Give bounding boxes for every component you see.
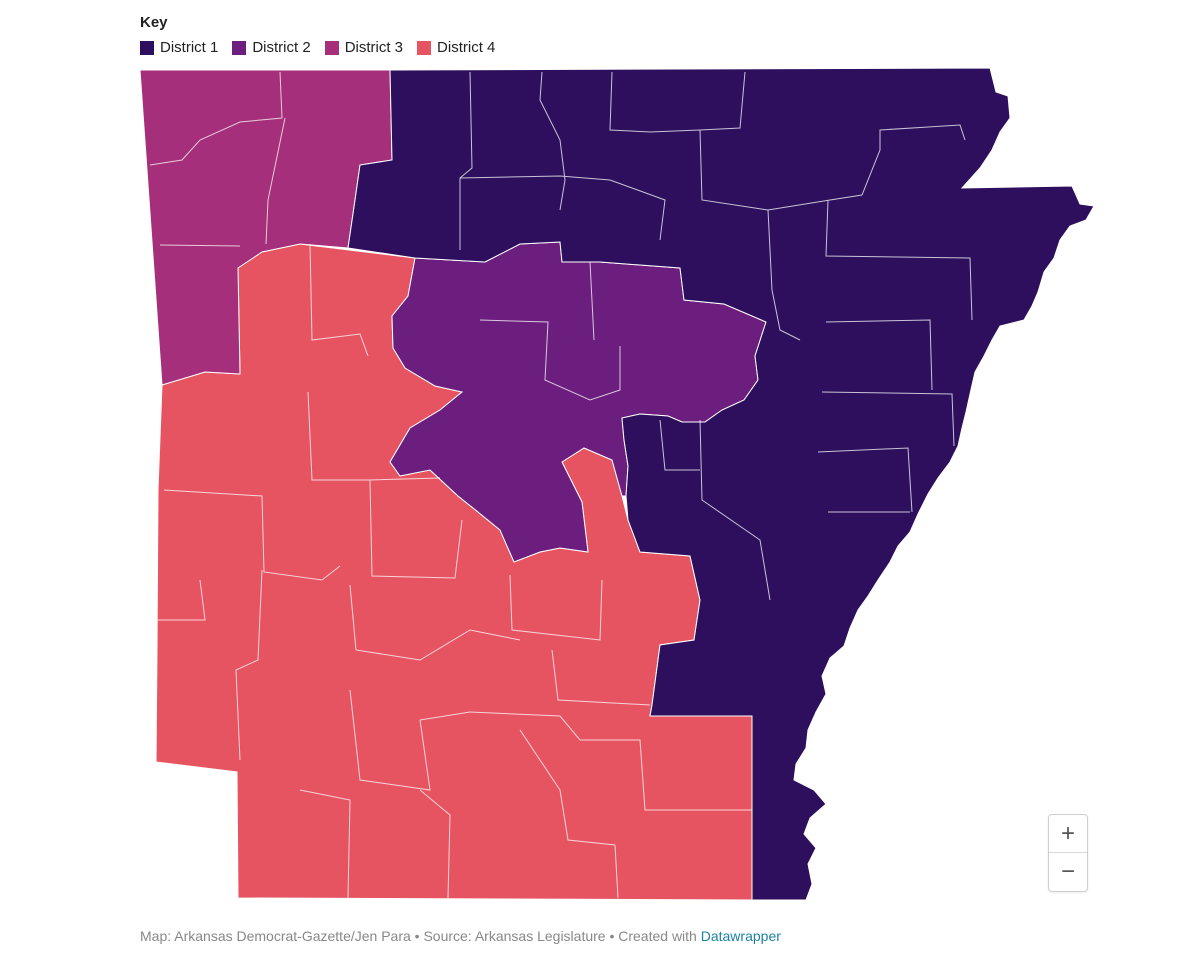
legend-swatch-district-4: [417, 40, 432, 55]
legend-label-district-2: District 2: [252, 39, 311, 56]
legend-label-district-3: District 3: [344, 39, 404, 56]
legend-item-district-2: District 2: [232, 39, 311, 56]
footer-credit: Map: Arkansas Democrat-Gazette/Jen Para …: [140, 928, 697, 944]
county-boundaries: [149, 71, 973, 899]
map-key: Key District 1 District 2 District 3 Dis…: [140, 14, 495, 56]
district-1-region[interactable]: [347, 67, 1095, 901]
zoom-out-button[interactable]: −: [1049, 852, 1087, 890]
key-title: Key: [140, 14, 168, 31]
legend-label-district-4: District 4: [437, 39, 496, 56]
datawrapper-link[interactable]: Datawrapper: [700, 928, 781, 944]
zoom-in-button[interactable]: +: [1060, 819, 1075, 847]
legend-swatch-district-3: [324, 40, 339, 55]
legend-swatch-district-2: [232, 40, 247, 55]
legend-item-district-4: District 4: [417, 39, 495, 56]
zoom-control: + −: [1048, 814, 1088, 892]
legend: District 1 District 2 District 3 Distric…: [140, 39, 495, 56]
map-footer: Map: Arkansas Democrat-Gazette/Jen Para …: [140, 928, 781, 944]
legend-swatch-district-1: [140, 40, 154, 55]
legend-label-district-1: District 1: [160, 39, 219, 56]
legend-item-district-3: District 3: [324, 39, 404, 56]
legend-item-district-1: District 1: [140, 39, 218, 56]
